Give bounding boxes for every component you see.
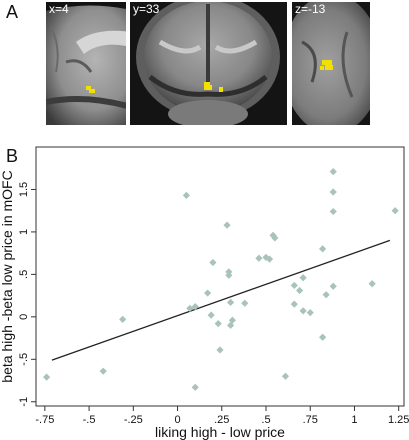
coronal-brain-image — [130, 2, 287, 125]
activation-blob — [86, 86, 91, 90]
data-point — [290, 300, 298, 308]
data-point — [223, 221, 231, 229]
slice-label-axial: z=-13 — [295, 2, 326, 16]
data-point — [225, 271, 233, 279]
data-point — [182, 191, 190, 200]
x-tick-label: -.25 — [124, 414, 143, 426]
activation-blob — [209, 85, 212, 90]
activation-blob — [322, 60, 332, 65]
x-tick-label: .5 — [261, 414, 270, 426]
data-point — [296, 286, 304, 295]
panel-b-letter: B — [6, 146, 19, 166]
data-point — [191, 383, 199, 391]
data-point — [319, 245, 327, 253]
activation-blob — [219, 87, 223, 92]
data-point — [186, 304, 194, 312]
data-point — [255, 254, 263, 262]
data-point — [265, 255, 274, 263]
y-tick-label: 1.5 — [18, 182, 30, 197]
brain-slice-axial: z=-13 — [292, 2, 370, 125]
y-tick-label: 0 — [18, 314, 30, 320]
data-point — [299, 274, 307, 282]
data-point — [227, 321, 235, 329]
activation-blob — [204, 82, 210, 90]
sagittal-brain-image — [46, 2, 126, 125]
data-point — [214, 320, 222, 328]
data-point — [368, 280, 376, 288]
data-point — [119, 315, 127, 323]
data-point — [271, 234, 279, 242]
x-tick-label: -.5 — [83, 414, 96, 426]
data-point — [191, 303, 199, 311]
slice-label-sagittal: x=4 — [49, 2, 69, 16]
data-point — [207, 311, 215, 319]
y-axis-title: beta high -beta low price in mOFC — [0, 170, 15, 382]
data-point — [329, 282, 337, 290]
brain-slice-sagittal: x=4 — [46, 2, 126, 125]
y-tick-label: .5 — [18, 270, 30, 279]
plot-frame — [35, 146, 405, 407]
slice-label-coronal: y=33 — [133, 2, 160, 16]
brain-slice-coronal: y=33 — [130, 2, 287, 125]
x-tick-label: .25 — [214, 414, 229, 426]
activation-blob — [325, 65, 333, 70]
data-point — [241, 299, 249, 307]
x-axis-title: liking high - low price — [155, 424, 285, 440]
x-tick-label: 1.25 — [388, 414, 409, 426]
data-point — [322, 291, 330, 299]
data-point — [306, 308, 314, 317]
regression-line — [51, 239, 391, 361]
y-tick-label: -.5 — [18, 353, 30, 366]
data-point — [290, 281, 298, 290]
data-point — [319, 333, 327, 341]
data-point — [299, 307, 307, 315]
data-point — [329, 168, 337, 176]
corpus-callosum-shape — [76, 30, 126, 54]
data-point — [329, 207, 337, 216]
data-point — [216, 346, 224, 354]
panel-a-letter: A — [6, 2, 19, 22]
x-tick-label: -.75 — [35, 414, 54, 426]
y-tick-label: -1 — [18, 397, 30, 407]
x-tick-label: 0 — [174, 414, 180, 426]
data-point — [209, 258, 217, 267]
data-point — [43, 373, 51, 381]
activation-blob — [89, 89, 95, 93]
data-point — [329, 188, 337, 196]
axial-brain-image — [292, 2, 370, 125]
x-tick-label: 1 — [351, 414, 357, 426]
activation-blob — [320, 66, 324, 70]
data-point — [99, 367, 107, 375]
y-tick-label: 1 — [18, 229, 30, 235]
data-point — [227, 298, 235, 306]
data-point — [281, 372, 290, 380]
data-point — [204, 289, 212, 297]
x-tick-label: .75 — [303, 414, 318, 426]
data-point — [391, 207, 399, 215]
